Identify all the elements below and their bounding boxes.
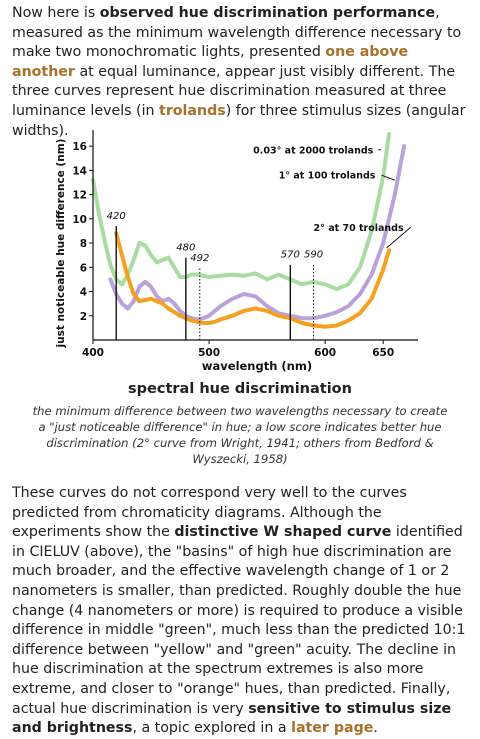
marker-label-492: 492	[190, 253, 209, 264]
marker-label-420: 420	[107, 211, 126, 222]
marker-label-590: 590	[304, 250, 323, 261]
intro-text-3: at equal luminance, appear just visibly …	[12, 63, 456, 119]
annotation-leader-2	[386, 226, 412, 249]
y-tick-label-4: 4	[80, 287, 87, 299]
link-later-page[interactable]: later page	[291, 720, 374, 737]
series-line-1	[108, 144, 407, 322]
body-paragraph: These curves do not correspond very well…	[12, 484, 472, 739]
caption-text: the minimum difference between two wavel…	[32, 404, 448, 466]
x-axis-label: wavelength (nm)	[202, 359, 312, 373]
series-line-2	[114, 231, 391, 329]
x-tick-label-400: 400	[82, 347, 104, 359]
intro-paragraph: Now here is observed hue discrimination …	[12, 4, 472, 141]
series-annotation-0: 0.03° at 2000 trolands	[253, 145, 373, 156]
body-bold-w-curve: distinctive W shaped curve	[174, 524, 392, 541]
body-text-1: These curves do not correspond very well…	[12, 485, 407, 541]
intro-text-1: Now here is	[12, 5, 100, 21]
marker-label-570: 570	[281, 250, 300, 261]
series-line-0	[91, 132, 391, 292]
intro-text-4: ) for three stimulus sizes (angular widt…	[12, 102, 466, 139]
caption-title: spectral hue discrimination	[128, 381, 352, 397]
intro-bold-observed: observed hue discrimination performance	[99, 5, 436, 21]
y-tick-label-16: 16	[72, 141, 87, 153]
link-one-above-another[interactable]: one above another	[12, 44, 409, 80]
body-text-4: .	[373, 720, 378, 737]
y-tick-label-2: 2	[80, 311, 87, 323]
y-tick-label-14: 14	[72, 165, 87, 177]
x-tick-label-600: 600	[314, 347, 336, 359]
series-annotation-2: 2° at 70 trolands	[314, 223, 404, 234]
y-tick-label-10: 10	[72, 214, 87, 226]
y-tick-label-6: 6	[80, 262, 87, 274]
annotation-leader-1	[381, 174, 395, 181]
x-tick-label-500: 500	[198, 347, 220, 359]
x-tick-label-650: 650	[372, 347, 394, 359]
y-tick-label-12: 12	[72, 190, 87, 202]
y-tick-label-8: 8	[80, 238, 87, 250]
intro-text-2: , measured as the minimum wavelength dif…	[12, 5, 462, 61]
y-axis-label: just noticeable hue difference (nm)	[55, 139, 67, 349]
body-text-2: identified in CIELUV (above), the "basin…	[12, 524, 466, 717]
body-text-3: , a topic explored in a	[132, 720, 292, 737]
series-annotation-1: 1° at 100 trolands	[279, 171, 376, 182]
link-trolands[interactable]: trolands	[159, 102, 226, 119]
marker-label-480: 480	[176, 242, 195, 253]
